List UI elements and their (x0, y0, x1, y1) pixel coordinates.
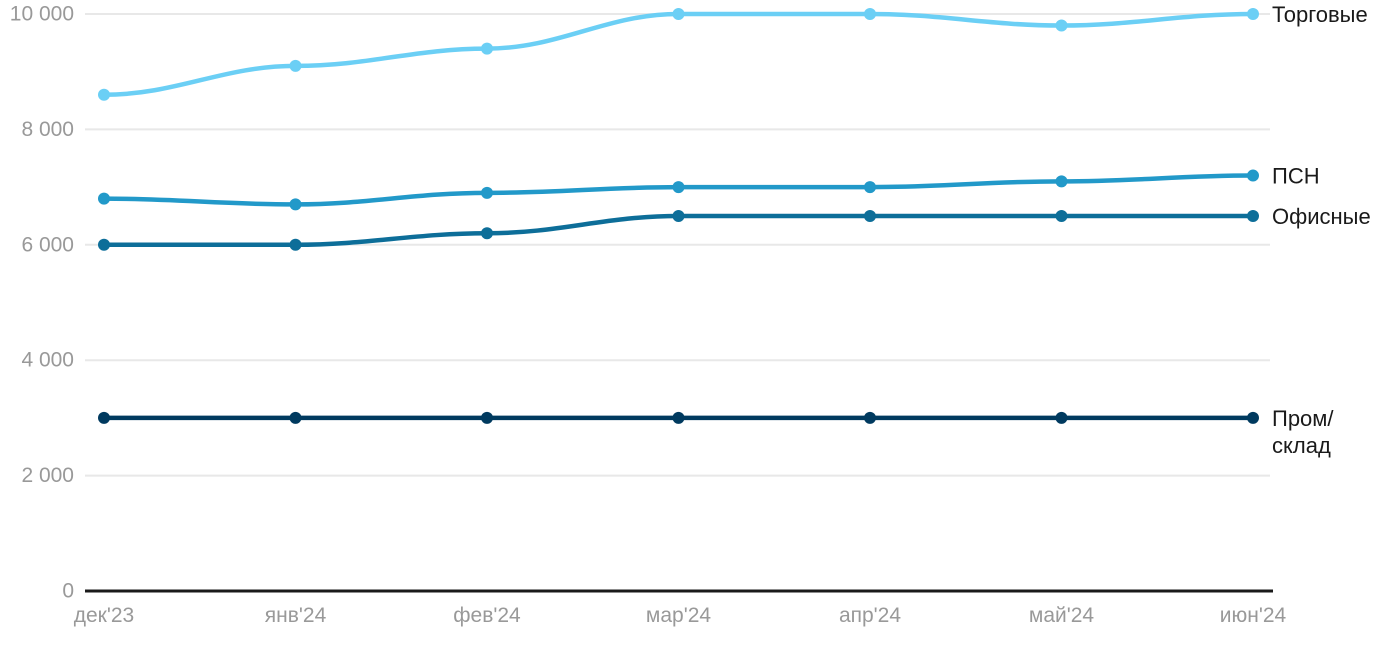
series-label: ПСН (1272, 163, 1320, 188)
x-tick-label: дек'23 (74, 604, 135, 627)
y-tick-label: 4 000 (21, 349, 74, 372)
series-label: Пром/склад (1272, 405, 1334, 457)
x-tick-label: апр'24 (839, 604, 901, 627)
x-tick-label: май'24 (1029, 604, 1095, 627)
data-point[interactable] (672, 8, 685, 20)
data-point[interactable] (98, 192, 110, 205)
x-tick-label: мар'24 (646, 604, 711, 627)
data-point[interactable] (289, 59, 302, 72)
data-point[interactable] (864, 209, 876, 222)
data-point[interactable] (864, 181, 876, 194)
y-tick-label: 10 000 (10, 3, 74, 26)
series-label: Торговые (1272, 2, 1368, 27)
data-point[interactable] (672, 209, 685, 222)
data-point[interactable] (481, 411, 493, 424)
data-point[interactable] (98, 238, 110, 251)
data-point[interactable] (481, 227, 493, 240)
data-point[interactable] (481, 186, 493, 199)
x-tick-label: фев'24 (453, 604, 521, 627)
data-point[interactable] (1247, 209, 1259, 222)
data-point[interactable] (1247, 8, 1259, 20)
data-point[interactable] (672, 181, 685, 194)
data-point[interactable] (98, 411, 110, 424)
data-point[interactable] (1247, 411, 1259, 424)
data-point[interactable] (289, 411, 302, 424)
data-point[interactable] (864, 411, 876, 424)
series-line (101, 11, 1256, 98)
data-point[interactable] (1247, 169, 1259, 182)
x-tick-label: июн'24 (1220, 604, 1287, 627)
data-point[interactable] (1055, 411, 1068, 424)
x-tick-label: янв'24 (265, 604, 327, 627)
data-point[interactable] (864, 8, 876, 20)
series-label: Офисные (1272, 203, 1371, 228)
data-point[interactable] (289, 198, 302, 211)
y-tick-label: 6 000 (21, 233, 74, 256)
y-tick-label: 2 000 (21, 464, 74, 487)
data-point[interactable] (1055, 209, 1068, 222)
y-tick-label: 0 (62, 580, 74, 603)
data-point[interactable] (1055, 175, 1068, 188)
data-point[interactable] (481, 42, 493, 55)
y-tick-label: 8 000 (21, 118, 74, 141)
data-point[interactable] (98, 88, 110, 101)
data-point[interactable] (672, 411, 685, 424)
data-point[interactable] (1055, 19, 1068, 32)
data-point[interactable] (289, 238, 302, 251)
